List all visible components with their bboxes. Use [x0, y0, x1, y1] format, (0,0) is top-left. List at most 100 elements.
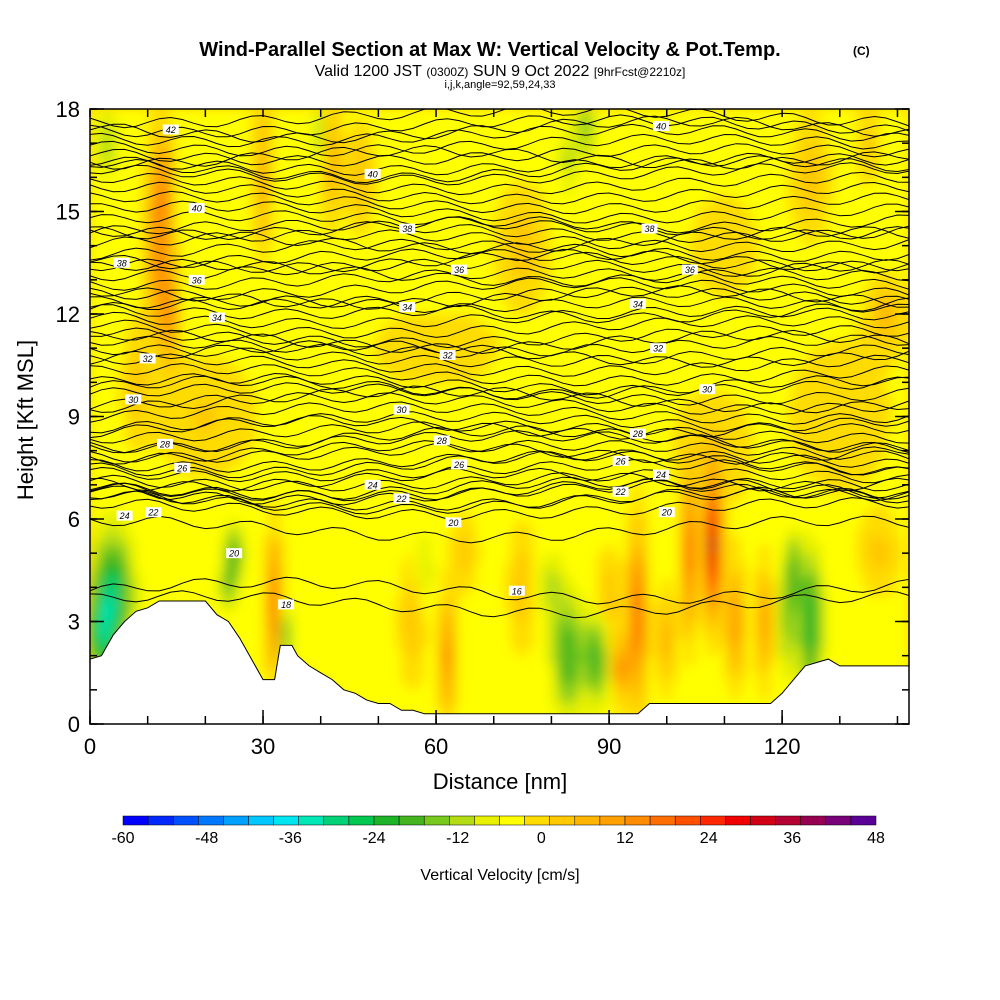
x-tick-label: 30 [251, 734, 275, 759]
theta-contour [90, 467, 909, 492]
colorbar-swatch [599, 815, 626, 826]
theta-contour [90, 334, 909, 358]
theta-contour [90, 123, 909, 148]
theta-label: 30 [125, 394, 142, 405]
theta-label: 40 [364, 168, 381, 179]
x-tick-label: 120 [764, 734, 801, 759]
theta-contour [90, 285, 909, 310]
theta-contour [90, 425, 909, 454]
theta-contour [90, 450, 909, 479]
theta-contour [90, 190, 909, 215]
theta-label: 20 [658, 507, 675, 518]
theta-label: 32 [439, 350, 456, 361]
theta-contour [90, 181, 909, 205]
theta-contour [90, 459, 909, 483]
theta-contour [90, 238, 909, 262]
colorbar-tick-label: -12 [446, 830, 469, 847]
theta-contour [90, 258, 909, 287]
y-tick-label: 6 [68, 507, 80, 532]
theta-contour [90, 229, 909, 253]
theta-contour [90, 258, 909, 282]
theta-label: 40 [188, 203, 205, 214]
colorbar-swatch [700, 815, 726, 826]
colorbar-swatch [273, 815, 299, 826]
colorbar-swatch [674, 815, 701, 826]
colorbar-swatch [649, 815, 676, 826]
theta-label: 36 [188, 274, 205, 285]
y-tick-label: 12 [56, 302, 80, 327]
theta-contour [90, 392, 909, 415]
theta-contour [90, 353, 909, 377]
colorbar-swatch [223, 815, 249, 826]
theta-label: 40 [652, 121, 669, 132]
theta-contour [90, 476, 909, 502]
colorbar-swatch [549, 815, 576, 826]
theta-label: 26 [451, 459, 468, 470]
theta-contour [90, 162, 909, 186]
colorbar-swatch [474, 815, 500, 826]
colorbar-swatch [122, 815, 149, 826]
theta-contour [90, 440, 909, 465]
theta-label: 30 [699, 384, 716, 395]
colorbar-swatch [198, 815, 224, 826]
colorbar-tick-label: -36 [279, 830, 302, 847]
theta-label: 26 [612, 455, 629, 466]
theta-contour [90, 477, 909, 502]
colorbar-label: Vertical Velocity [cm/s] [420, 867, 579, 884]
theta-label: 36 [681, 264, 698, 275]
chart-params: i,j,k,angle=92,59,24,33 [444, 79, 555, 91]
theta-contour [90, 114, 909, 138]
theta-contour [90, 171, 909, 196]
theta-contour [90, 401, 909, 425]
theta-label: 28 [156, 438, 173, 449]
theta-contour [90, 515, 909, 544]
y-tick-label: 15 [56, 200, 80, 225]
theta-contour [90, 277, 909, 301]
colorbar-tick-label: 36 [783, 830, 801, 847]
theta-contour [90, 315, 909, 339]
colorbar-swatch [850, 815, 877, 826]
theta-contour [90, 115, 909, 144]
colorbar-swatch [172, 815, 199, 826]
colorbar-swatch [524, 815, 550, 826]
theta-label: 22 [145, 507, 162, 518]
y-tick-label: 0 [68, 712, 80, 737]
theta-contour [90, 267, 909, 291]
theta-contour [90, 590, 909, 619]
title-mark: (C) [853, 44, 870, 58]
y-tick-label: 18 [56, 97, 80, 122]
y-tick-label: 9 [68, 405, 80, 430]
colorbar-swatch [298, 815, 325, 826]
theta-label: 32 [139, 353, 156, 364]
colorbar-swatch [725, 815, 751, 826]
theta-label: 16 [508, 585, 525, 596]
colorbar-swatch [147, 815, 174, 826]
theta-contour [90, 468, 909, 492]
theta-contour [90, 305, 909, 329]
theta-label: 18 [278, 599, 295, 610]
colorbar-swatch [373, 815, 400, 826]
theta-contour [90, 382, 909, 406]
colorbar-swatch [348, 815, 375, 826]
theta-contour [90, 145, 909, 170]
x-tick-label: 0 [84, 734, 96, 759]
colorbar-swatch [423, 815, 450, 826]
theta-label: 26 [174, 462, 191, 473]
y-axis-label: Height [Kft MSL] [13, 340, 38, 500]
colorbar-swatch [449, 815, 475, 826]
theta-contour [90, 420, 909, 444]
theta-label: 34 [208, 312, 225, 323]
theta-label: 42 [162, 124, 179, 135]
theta-label: 20 [445, 517, 462, 528]
theta-contour [90, 411, 909, 435]
theta-contour [90, 576, 909, 605]
theta-contour [90, 497, 909, 521]
theta-label: 22 [612, 486, 629, 497]
colorbar-tick-label: 12 [616, 830, 634, 847]
colorbar-tick-label: 0 [537, 830, 546, 847]
theta-contour [90, 429, 909, 454]
colorbar-swatch [323, 815, 350, 826]
theta-label: 38 [399, 223, 416, 234]
theta-contour [90, 226, 909, 255]
theta-contour [90, 248, 909, 274]
